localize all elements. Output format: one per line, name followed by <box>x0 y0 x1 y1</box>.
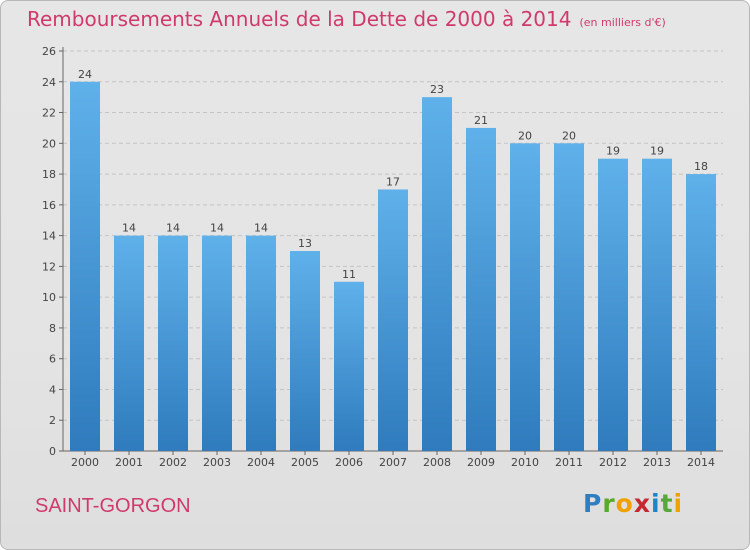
x-tick-label: 2011 <box>555 456 583 469</box>
bar-value-label: 23 <box>430 83 444 96</box>
x-tick-label: 2007 <box>379 456 407 469</box>
bar-2014 <box>686 174 716 452</box>
bar-value-label: 19 <box>606 145 620 158</box>
bar-2004 <box>246 235 276 451</box>
x-tick-label: 2004 <box>247 456 275 469</box>
bar-2007 <box>378 189 408 451</box>
bar-2010 <box>510 143 540 452</box>
chart-unit: (en milliers d'€) <box>579 16 666 29</box>
y-tick-label: 14 <box>42 230 56 243</box>
bar-2008 <box>422 97 452 452</box>
bar-value-label: 14 <box>254 222 268 235</box>
bar-value-label: 19 <box>650 145 664 158</box>
bar-2009 <box>466 127 496 451</box>
town-name: SAINT-GORGON <box>35 495 191 517</box>
y-tick-label: 26 <box>42 45 56 58</box>
bar-2003 <box>202 235 232 451</box>
y-tick-label: 0 <box>49 445 56 458</box>
bar-2005 <box>290 251 320 451</box>
y-tick-label: 20 <box>42 137 56 150</box>
bar-2001 <box>114 235 144 451</box>
bar-value-label: 18 <box>694 160 708 173</box>
x-tick-label: 2002 <box>159 456 187 469</box>
bar-value-label: 17 <box>386 175 400 188</box>
logo-letter: r <box>602 489 616 518</box>
x-tick-label: 2006 <box>335 456 363 469</box>
bar-value-label: 14 <box>210 222 224 235</box>
logo-letter: i <box>651 489 661 518</box>
y-tick-label: 24 <box>42 76 56 89</box>
logo-letter: t <box>660 489 674 518</box>
bar-2011 <box>554 143 584 452</box>
x-tick-label: 2012 <box>599 456 627 469</box>
bar-value-label: 24 <box>78 68 92 81</box>
chart-title-text: Remboursements Annuels de la Dette de 20… <box>27 7 572 31</box>
x-tick-label: 2008 <box>423 456 451 469</box>
x-tick-label: 2003 <box>203 456 231 469</box>
y-tick-label: 2 <box>49 414 56 427</box>
bar-2006 <box>334 281 364 451</box>
chart-title: Remboursements Annuels de la Dette de 20… <box>27 7 666 31</box>
x-tick-label: 2005 <box>291 456 319 469</box>
logo-letter: x <box>633 489 651 518</box>
bar-2000 <box>70 81 100 452</box>
bar-value-label: 20 <box>562 129 576 142</box>
x-tick-label: 2010 <box>511 456 539 469</box>
bar-value-label: 11 <box>342 268 356 281</box>
bar-value-label: 20 <box>518 129 532 142</box>
x-tick-label: 2009 <box>467 456 495 469</box>
labels: 0246810121416182022242624200014200114200… <box>42 45 715 469</box>
proxiti-logo[interactable]: Proxiti <box>583 489 683 518</box>
y-tick-label: 4 <box>49 383 56 396</box>
bars <box>70 81 716 452</box>
y-tick-label: 10 <box>42 291 56 304</box>
y-tick-label: 6 <box>49 353 56 366</box>
bar-2012 <box>598 158 628 451</box>
bar-value-label: 14 <box>166 222 180 235</box>
y-tick-label: 22 <box>42 107 56 120</box>
y-tick-label: 8 <box>49 322 56 335</box>
logo-letter: o <box>615 489 634 518</box>
x-tick-label: 2000 <box>71 456 99 469</box>
bar-value-label: 13 <box>298 237 312 250</box>
x-tick-label: 2013 <box>643 456 671 469</box>
logo-letter: P <box>583 489 603 518</box>
x-tick-label: 2001 <box>115 456 143 469</box>
bar-value-label: 14 <box>122 222 136 235</box>
y-tick-label: 18 <box>42 168 56 181</box>
bar-2002 <box>158 235 188 451</box>
x-tick-label: 2014 <box>687 456 715 469</box>
y-tick-label: 12 <box>42 260 56 273</box>
bar-2013 <box>642 158 672 451</box>
y-tick-label: 16 <box>42 199 56 212</box>
bar-value-label: 21 <box>474 114 488 127</box>
logo-letter: i <box>673 489 684 518</box>
